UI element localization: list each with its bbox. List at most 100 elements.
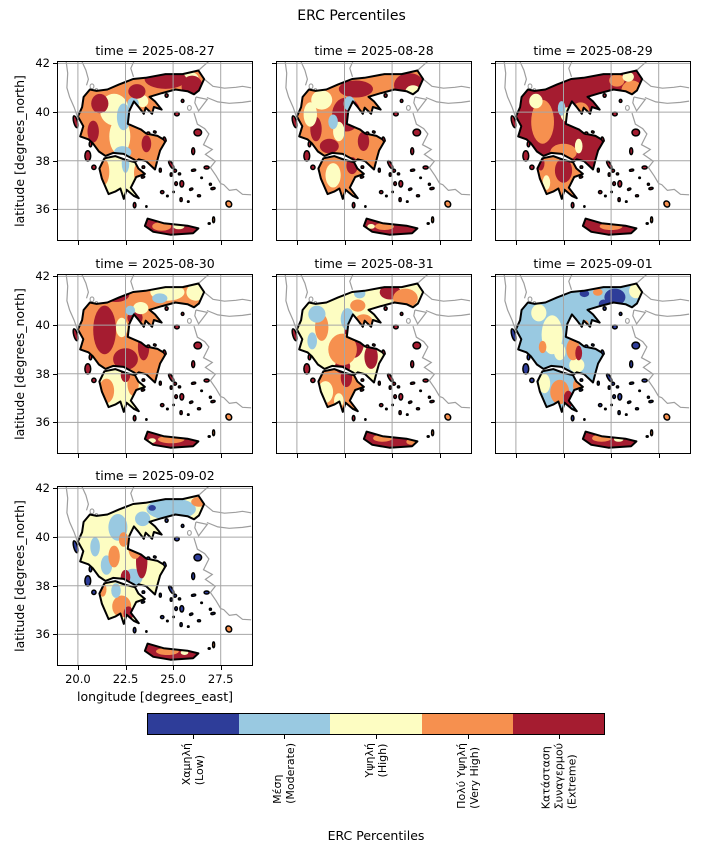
figure-suptitle: ERC Percentiles bbox=[297, 8, 406, 24]
x-tick bbox=[220, 454, 222, 458]
y-tick bbox=[53, 160, 57, 162]
colorbar-tick bbox=[284, 735, 286, 739]
colorbar-axis-label: ERC Percentiles bbox=[327, 828, 425, 843]
y-tick bbox=[491, 276, 495, 278]
subplot-title: time = 2025-08-31 bbox=[314, 256, 434, 271]
y-tick-label: 36 bbox=[35, 627, 50, 642]
y-tick-label: 42 bbox=[35, 481, 50, 496]
x-tick-label: 22.5 bbox=[112, 672, 139, 686]
y-tick-label: 36 bbox=[35, 415, 50, 430]
y-tick bbox=[53, 585, 57, 587]
x-tick bbox=[658, 241, 660, 245]
x-tick bbox=[563, 241, 565, 245]
map-2025-08-28 bbox=[276, 61, 472, 241]
colorbar-segment-moderate bbox=[239, 714, 331, 734]
y-tick-label: 38 bbox=[35, 578, 50, 593]
y-tick-label: 42 bbox=[35, 56, 50, 71]
colorbar-segment-high bbox=[330, 714, 422, 734]
y-tick bbox=[53, 634, 57, 636]
x-tick bbox=[77, 454, 79, 458]
colorbar-category-label: Μέση (Moderate) bbox=[271, 743, 298, 804]
x-tick bbox=[515, 454, 517, 458]
x-tick-label: 27.5 bbox=[207, 672, 234, 686]
map-2025-09-02 bbox=[57, 486, 253, 666]
y-tick-label: 40 bbox=[35, 105, 50, 120]
y-tick-label: 36 bbox=[35, 202, 50, 217]
map-2025-08-30 bbox=[57, 274, 253, 454]
x-tick-label: 25.0 bbox=[160, 672, 186, 686]
y-tick-label: 42 bbox=[35, 269, 50, 284]
x-tick bbox=[173, 454, 175, 458]
x-tick bbox=[296, 241, 298, 245]
x-tick bbox=[125, 454, 127, 458]
y-tick bbox=[53, 373, 57, 375]
colorbar-tick bbox=[192, 735, 194, 739]
y-tick bbox=[491, 112, 495, 114]
y-tick bbox=[272, 373, 276, 375]
y-tick bbox=[491, 160, 495, 162]
y-tick bbox=[272, 276, 276, 278]
x-tick bbox=[173, 666, 175, 670]
y-axis-label: latitude [degrees_north] bbox=[12, 288, 27, 440]
x-tick bbox=[563, 454, 565, 458]
x-tick bbox=[77, 666, 79, 670]
y-axis-label: latitude [degrees_north] bbox=[12, 75, 27, 227]
y-tick bbox=[53, 325, 57, 327]
y-tick bbox=[53, 63, 57, 65]
colorbar-tick bbox=[376, 735, 377, 739]
y-tick bbox=[53, 209, 57, 211]
y-tick bbox=[272, 422, 276, 424]
x-tick bbox=[392, 454, 394, 458]
x-tick bbox=[296, 454, 298, 458]
y-tick bbox=[53, 422, 57, 424]
subplot-title: time = 2025-09-02 bbox=[95, 468, 215, 483]
subplot-title: time = 2025-08-27 bbox=[95, 43, 215, 58]
y-tick bbox=[272, 325, 276, 327]
x-tick bbox=[125, 666, 127, 670]
colorbar-segment-very-high bbox=[421, 714, 513, 734]
x-tick bbox=[658, 454, 660, 458]
y-tick-label: 38 bbox=[35, 153, 50, 168]
x-tick bbox=[173, 241, 175, 245]
x-tick bbox=[515, 241, 517, 245]
y-tick bbox=[491, 209, 495, 211]
y-tick bbox=[491, 373, 495, 375]
y-tick bbox=[491, 63, 495, 65]
y-tick bbox=[53, 276, 57, 278]
colorbar-category-label: Χαμηλή (Low) bbox=[179, 743, 206, 786]
x-tick bbox=[439, 454, 441, 458]
y-tick bbox=[53, 537, 57, 539]
x-tick bbox=[77, 241, 79, 245]
y-tick bbox=[272, 160, 276, 162]
y-tick bbox=[491, 325, 495, 327]
y-tick bbox=[272, 209, 276, 211]
map-2025-08-29 bbox=[495, 61, 691, 241]
colorbar bbox=[147, 713, 605, 735]
subplot-title: time = 2025-08-28 bbox=[314, 43, 434, 58]
y-tick bbox=[53, 488, 57, 490]
colorbar-segment-extreme bbox=[512, 714, 605, 734]
x-tick-label: 20.0 bbox=[65, 672, 91, 686]
x-axis-label: longitude [degrees_east] bbox=[77, 689, 233, 704]
subplot-title: time = 2025-08-29 bbox=[533, 43, 653, 58]
x-tick bbox=[392, 241, 394, 245]
y-tick bbox=[53, 112, 57, 114]
x-tick bbox=[344, 241, 346, 245]
x-tick bbox=[220, 666, 222, 670]
y-tick-label: 40 bbox=[35, 530, 50, 545]
y-tick bbox=[272, 63, 276, 65]
x-tick bbox=[344, 454, 346, 458]
map-2025-08-31 bbox=[276, 274, 472, 454]
x-tick bbox=[611, 241, 613, 245]
y-tick-label: 40 bbox=[35, 318, 50, 333]
colorbar-tick bbox=[467, 735, 469, 739]
map-2025-09-01 bbox=[495, 274, 691, 454]
subplot-title: time = 2025-08-30 bbox=[95, 256, 215, 271]
x-tick bbox=[220, 241, 222, 245]
y-axis-label: latitude [degrees_north] bbox=[12, 500, 27, 652]
map-2025-08-27 bbox=[57, 61, 253, 241]
x-tick bbox=[611, 454, 613, 458]
x-tick bbox=[439, 241, 441, 245]
y-tick bbox=[272, 112, 276, 114]
